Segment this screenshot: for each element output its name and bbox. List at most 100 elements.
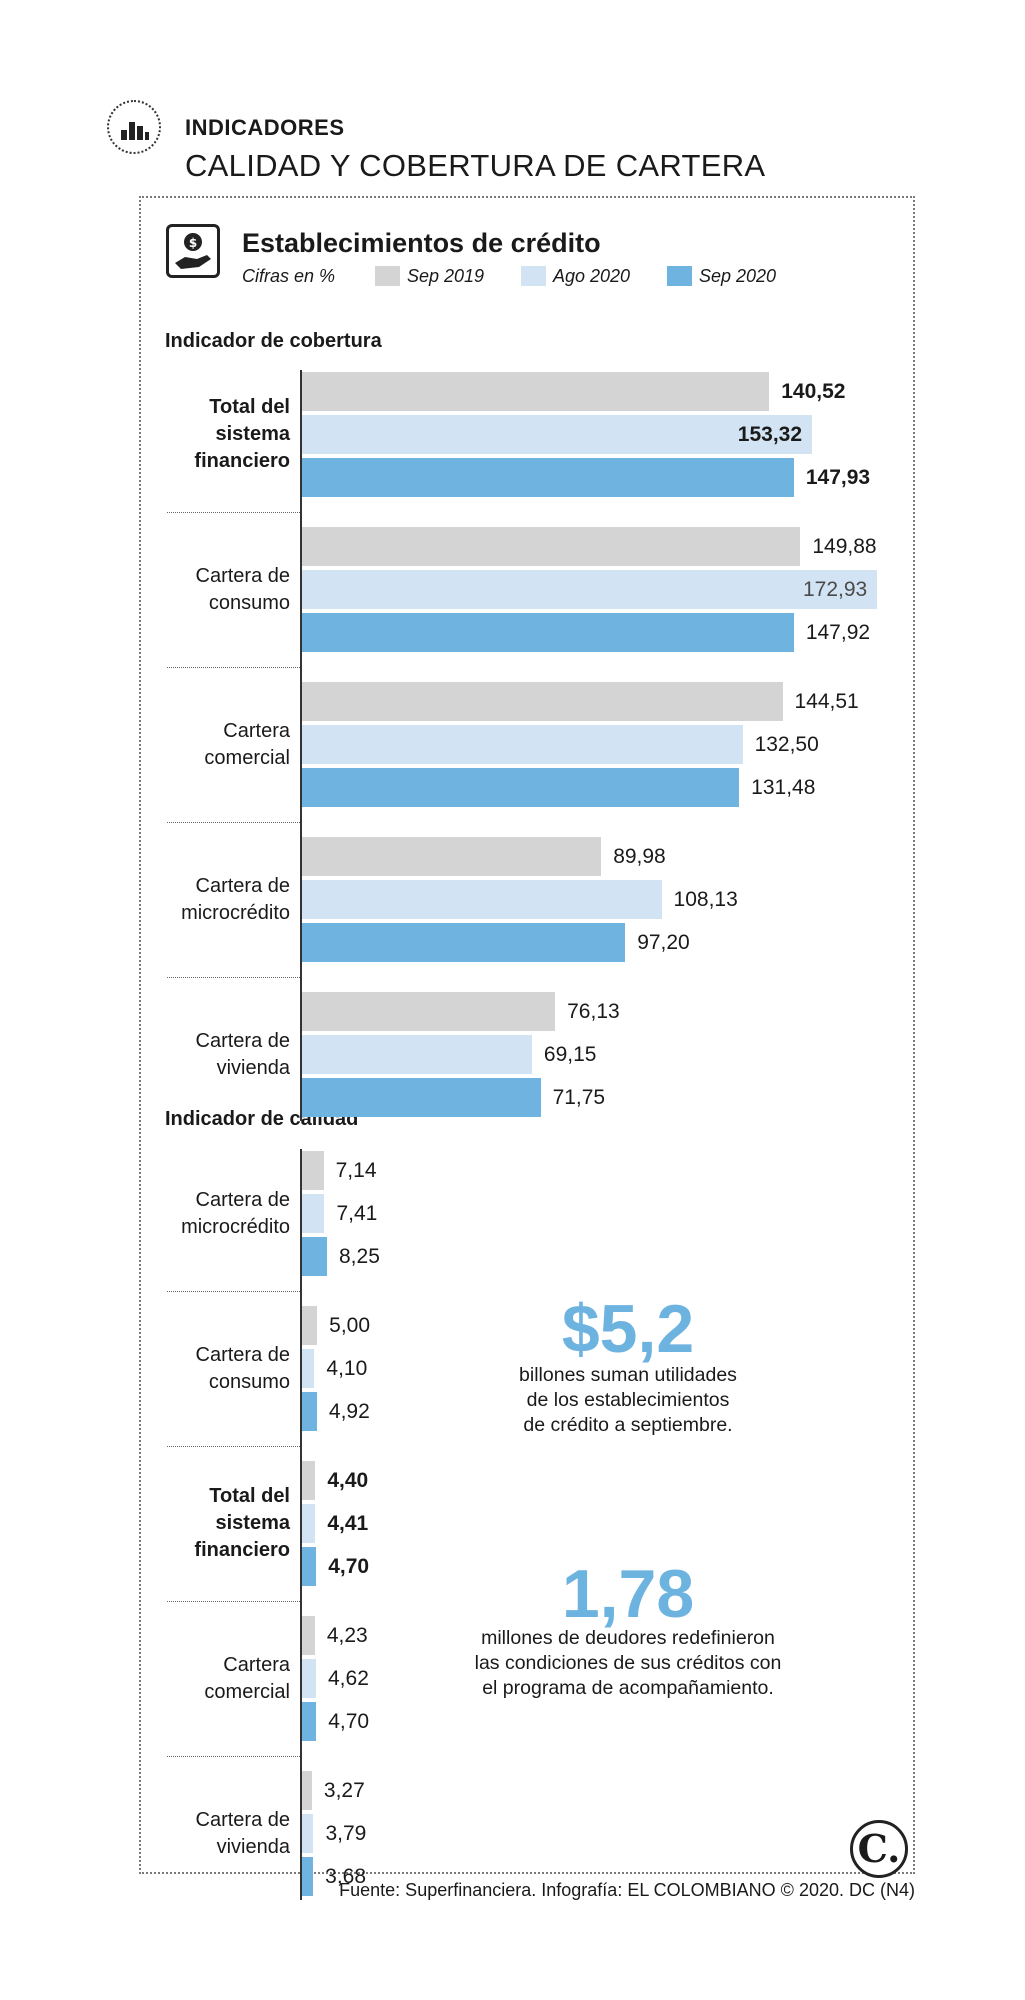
bar bbox=[302, 1857, 314, 1896]
data-label: 3,79 bbox=[325, 1821, 367, 1845]
bar bbox=[302, 1659, 316, 1698]
bar bbox=[302, 1392, 317, 1431]
category-label: Cartera comercial bbox=[204, 719, 290, 769]
data-label: 4,62 bbox=[328, 1666, 369, 1690]
data-label: 140,52 bbox=[781, 379, 846, 403]
bar-chart-icon bbox=[107, 100, 161, 154]
data-label: 4,40 bbox=[327, 1468, 369, 1492]
category-label: Cartera de consumo bbox=[195, 564, 291, 614]
el-colombiano-logo: C. bbox=[850, 1820, 908, 1878]
group-separator bbox=[167, 1756, 302, 1757]
data-label: 108,13 bbox=[673, 887, 738, 911]
data-label: 4,23 bbox=[326, 1623, 368, 1647]
money-hand-icon: $ bbox=[166, 224, 220, 278]
data-label: 5,00 bbox=[329, 1313, 371, 1337]
page-title: CALIDAD Y COBERTURA DE CARTERA bbox=[185, 148, 766, 183]
bar bbox=[302, 768, 740, 807]
data-label: 69,15 bbox=[543, 1042, 597, 1066]
bar bbox=[302, 1814, 314, 1853]
data-label: 147,93 bbox=[805, 465, 871, 489]
bar bbox=[302, 1702, 317, 1741]
category-label: Cartera de microcrédito bbox=[181, 1188, 290, 1238]
bar bbox=[302, 1306, 318, 1345]
source-credit: Fuente: Superfinanciera. Infografía: EL … bbox=[339, 1880, 915, 1900]
bar bbox=[302, 1035, 532, 1074]
bar bbox=[302, 880, 662, 919]
bar bbox=[302, 1151, 324, 1190]
data-label: 144,51 bbox=[794, 689, 859, 713]
data-label: 76,13 bbox=[567, 999, 620, 1023]
callout-line: billones suman utilidades bbox=[519, 1364, 737, 1386]
header-kicker: INDICADORES bbox=[185, 115, 345, 140]
bar bbox=[302, 1078, 541, 1117]
bar bbox=[302, 613, 794, 652]
category-label: Cartera de consumo bbox=[195, 1343, 291, 1393]
category-label: Total del sistema financiero bbox=[194, 1485, 290, 1561]
data-label: 4,41 bbox=[327, 1511, 369, 1535]
data-label: 4,92 bbox=[328, 1399, 370, 1423]
legend-swatch-sep2019 bbox=[375, 266, 400, 286]
bar bbox=[302, 992, 556, 1031]
bar bbox=[302, 527, 801, 566]
category-label: Cartera de vivienda bbox=[195, 1029, 291, 1079]
data-label: 71,75 bbox=[552, 1085, 606, 1109]
data-label: 7,41 bbox=[336, 1201, 378, 1225]
units-label: Cifras en % bbox=[242, 266, 336, 286]
bar bbox=[302, 458, 794, 497]
bar bbox=[302, 1771, 312, 1810]
data-label: 7,14 bbox=[335, 1158, 377, 1182]
legend-swatch-sep2020 bbox=[667, 266, 692, 286]
category-label: Cartera de microcrédito bbox=[181, 874, 290, 924]
legend-label-sep2020: Sep 2020 bbox=[699, 266, 777, 286]
axis-line bbox=[300, 370, 302, 1121]
legend-label-sep2019: Sep 2019 bbox=[407, 266, 485, 286]
group-separator bbox=[167, 1601, 302, 1602]
group-separator bbox=[167, 1291, 302, 1292]
callout-line: de crédito a septiembre. bbox=[523, 1414, 733, 1436]
bar bbox=[302, 837, 602, 876]
legend-label-ago2020: Ago 2020 bbox=[553, 266, 631, 286]
category-label: Cartera comercial bbox=[204, 1653, 290, 1703]
bar bbox=[302, 725, 743, 764]
bar bbox=[302, 1504, 316, 1543]
data-label: 149,88 bbox=[812, 534, 877, 558]
callout-number-deudores: 1,78 bbox=[561, 1556, 695, 1632]
data-label: 89,98 bbox=[613, 844, 666, 868]
data-label: 3,27 bbox=[323, 1778, 365, 1802]
data-label: 4,10 bbox=[326, 1356, 368, 1380]
bar bbox=[302, 682, 783, 721]
category-label: Total del sistema financiero bbox=[194, 396, 290, 472]
group-separator bbox=[167, 977, 302, 978]
bar bbox=[302, 415, 812, 454]
callout-number-utilidades: $5,2 bbox=[561, 1291, 695, 1367]
data-label: 172,93 bbox=[803, 577, 868, 601]
bar bbox=[302, 1194, 325, 1233]
callout-text-utilidades: billones suman utilidades de los estable… bbox=[448, 1363, 808, 1438]
bar bbox=[302, 1547, 317, 1586]
callout-text-deudores: millones de deudores redefinieron las co… bbox=[438, 1626, 818, 1701]
data-label: 153,32 bbox=[737, 422, 803, 446]
data-label: 131,48 bbox=[751, 775, 816, 799]
callout-line: millones de deudores redefinieron bbox=[481, 1627, 775, 1649]
callout-line: las condiciones de sus créditos con bbox=[474, 1652, 782, 1674]
content-frame bbox=[139, 196, 915, 1874]
group-separator bbox=[167, 822, 302, 823]
bar bbox=[302, 923, 626, 962]
bar bbox=[302, 1349, 315, 1388]
data-label: 4,70 bbox=[328, 1554, 370, 1578]
category-label: Cartera de vivienda bbox=[195, 1808, 291, 1858]
bar bbox=[302, 1237, 327, 1276]
data-label: 3,68 bbox=[325, 1864, 367, 1888]
legend-swatch-ago2020 bbox=[521, 266, 546, 286]
group-separator bbox=[167, 1446, 302, 1447]
bar bbox=[302, 1461, 316, 1500]
section-title-cobertura: Indicador de cobertura bbox=[165, 330, 382, 352]
callout-line: de los establecimientos bbox=[526, 1389, 730, 1411]
bar bbox=[302, 1616, 315, 1655]
bar bbox=[302, 570, 877, 609]
bar bbox=[302, 372, 770, 411]
group-separator bbox=[167, 512, 302, 513]
callout-line: el programa de acompañamiento. bbox=[482, 1677, 774, 1699]
data-label: 4,70 bbox=[328, 1709, 370, 1733]
